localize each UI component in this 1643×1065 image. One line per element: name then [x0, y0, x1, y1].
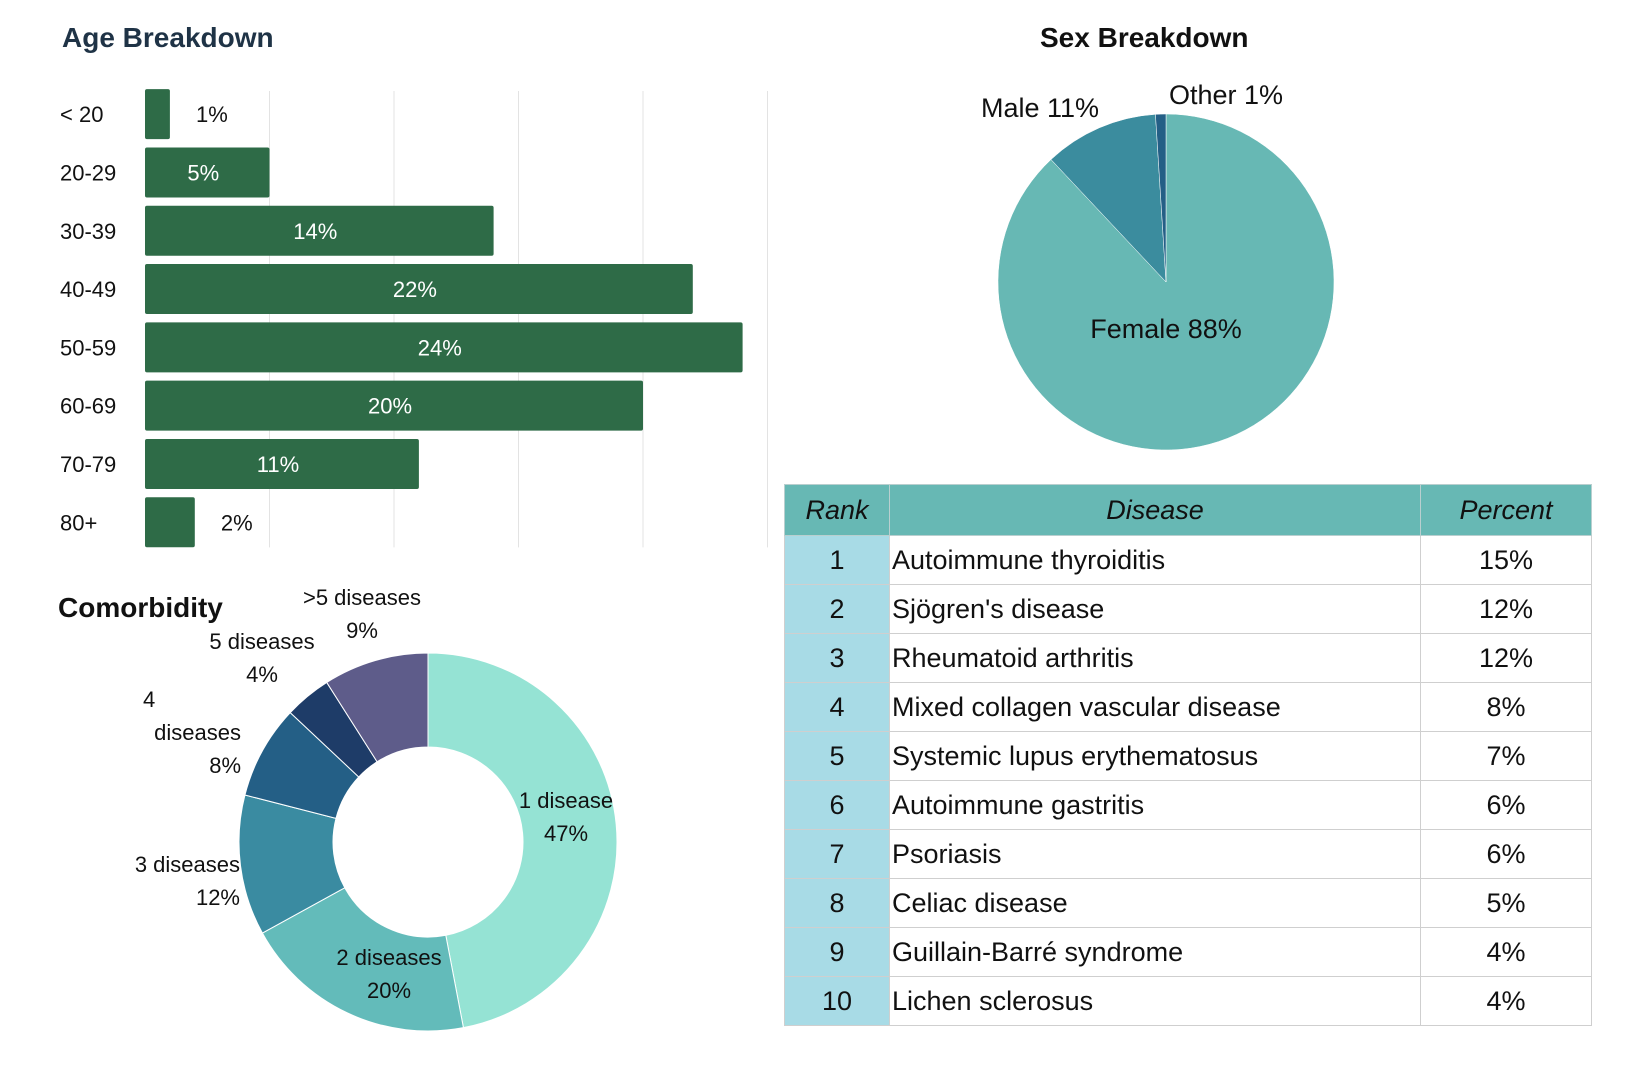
table-row: 4 Mixed collagen vascular disease 8% [784, 682, 1592, 732]
comorbidity-slice-label: 3 diseases [135, 852, 240, 877]
table-row: 7 Psoriasis 6% [784, 829, 1592, 879]
percent-cell: 5% [1420, 878, 1592, 928]
age-bar [145, 322, 743, 373]
disease-cell: Mixed collagen vascular disease [889, 682, 1421, 732]
percent-cell: 4% [1420, 927, 1592, 977]
table-row: 2 Sjögren's disease 12% [784, 584, 1592, 634]
percent-cell: 6% [1420, 780, 1592, 830]
age-category-label: 80+ [60, 510, 97, 535]
age-bar [145, 205, 494, 256]
age-chart-title: Age Breakdown [62, 22, 274, 53]
header-disease: Disease [889, 484, 1421, 536]
sex-slice-label-female: Female 88% [1090, 314, 1242, 344]
comorbidity-slice-label: 20% [367, 978, 411, 1003]
comorbidity-slice-label: 1 disease [519, 788, 613, 813]
rank-cell: 8 [784, 878, 890, 928]
percent-cell: 15% [1420, 535, 1592, 585]
percent-cell: 4% [1420, 976, 1592, 1026]
comorbidity-donut-slice [326, 652, 429, 763]
age-bar [145, 147, 270, 198]
rank-cell: 10 [784, 976, 890, 1026]
comorbidity-slice-label: 47% [544, 821, 588, 846]
age-category-label: < 20 [60, 102, 103, 127]
table-row: 5 Systemic lupus erythematosus 7% [784, 731, 1592, 781]
disease-ranking-table: Rank Disease Percent 1 Autoimmune thyroid… [784, 484, 1592, 1026]
disease-cell: Systemic lupus erythematosus [889, 731, 1421, 781]
rank-cell: 2 [784, 584, 890, 634]
comorbidity-slice-label: 2 diseases [336, 945, 441, 970]
age-category-label: 50-59 [60, 335, 116, 360]
age-bar [145, 497, 195, 548]
header-rank: Rank [784, 484, 890, 536]
comorbidity-slice-label: 4 [143, 687, 155, 712]
rank-cell: 5 [784, 731, 890, 781]
disease-cell: Sjögren's disease [889, 584, 1421, 634]
comorbidity-slice-label: 5 diseases [209, 629, 314, 654]
comorbidity-slice-label: 8% [209, 753, 241, 778]
comorbidity-slice-label: 12% [196, 885, 240, 910]
comorbidity-slice-label: diseases [154, 720, 241, 745]
disease-cell: Psoriasis [889, 829, 1421, 879]
age-bar [145, 89, 170, 140]
sex-chart-title: Sex Breakdown [1040, 22, 1249, 53]
comorbidity-donut-slice [427, 652, 618, 1029]
header-percent: Percent [1420, 484, 1592, 536]
table-row: 6 Autoimmune gastritis 6% [784, 780, 1592, 830]
rank-cell: 7 [784, 829, 890, 879]
percent-cell: 6% [1420, 829, 1592, 879]
age-category-label: 70-79 [60, 452, 116, 477]
percent-cell: 8% [1420, 682, 1592, 732]
percent-cell: 7% [1420, 731, 1592, 781]
rank-cell: 4 [784, 682, 890, 732]
comorbidity-slice-label: 4% [246, 662, 278, 687]
table-row: 9 Guillain-Barré syndrome 4% [784, 927, 1592, 977]
age-category-label: 40-49 [60, 277, 116, 302]
table-row: 1 Autoimmune thyroiditis 15% [784, 535, 1592, 585]
percent-cell: 12% [1420, 633, 1592, 683]
age-bar [145, 264, 693, 315]
rank-cell: 6 [784, 780, 890, 830]
age-bar-value-label: 11% [257, 452, 299, 477]
disease-cell: Autoimmune thyroiditis [889, 535, 1421, 585]
age-bar-value-label: 22% [393, 277, 437, 302]
age-category-label: 30-39 [60, 219, 116, 244]
sex-pie-slice-male [1050, 114, 1167, 283]
comorbidity-chart-title: Comorbidity [58, 592, 223, 623]
sex-pie-slice-other [1155, 113, 1167, 283]
table-row: 10 Lichen sclerosus 4% [784, 976, 1592, 1026]
rank-cell: 9 [784, 927, 890, 977]
comorbidity-slice-label: >5 diseases [303, 585, 421, 610]
comorbidity-slice-label: 9% [346, 618, 378, 643]
rank-cell: 1 [784, 535, 890, 585]
age-bar-value-label: 5% [187, 160, 219, 185]
age-bar-value-label: 20% [368, 394, 412, 419]
disease-cell: Rheumatoid arthritis [889, 633, 1421, 683]
age-bar-value-label: 24% [418, 335, 462, 360]
percent-cell: 12% [1420, 584, 1592, 634]
disease-cell: Lichen sclerosus [889, 976, 1421, 1026]
age-bar-value-label: 14% [293, 219, 337, 244]
comorbidity-donut-slice [261, 887, 464, 1032]
disease-cell: Autoimmune gastritis [889, 780, 1421, 830]
disease-cell: Guillain-Barré syndrome [889, 927, 1421, 977]
sex-pie-slice-female [997, 113, 1335, 451]
age-bar-value-label: 2% [221, 510, 253, 535]
table-row: 8 Celiac disease 5% [784, 878, 1592, 928]
age-bar [145, 438, 419, 489]
age-bar-value-label: 1% [196, 102, 228, 127]
table-row: 3 Rheumatoid arthritis 12% [784, 633, 1592, 683]
age-category-label: 20-29 [60, 160, 116, 185]
age-category-label: 60-69 [60, 394, 116, 419]
table-header-row: Rank Disease Percent [784, 484, 1592, 536]
sex-slice-label-male: Male 11% [981, 93, 1099, 123]
sex-slice-label-other: Other 1% [1169, 80, 1283, 110]
disease-cell: Celiac disease [889, 878, 1421, 928]
rank-cell: 3 [784, 633, 890, 683]
age-bar [145, 380, 643, 431]
